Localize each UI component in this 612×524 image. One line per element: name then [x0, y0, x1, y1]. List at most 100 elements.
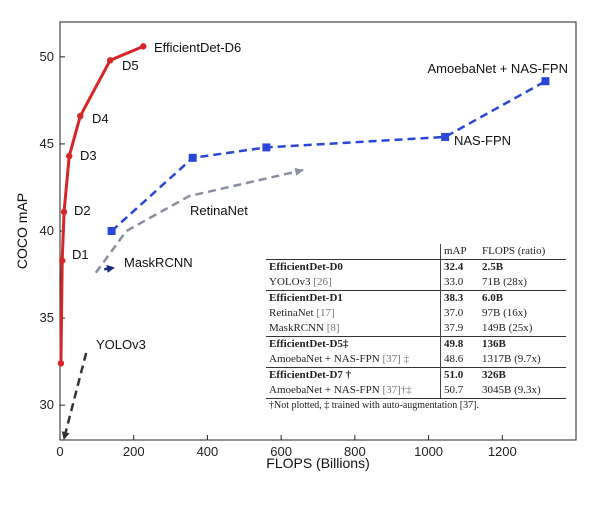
table-row: MaskRCNN [8] 37.9 149B (25x) — [266, 321, 566, 337]
table-footnote: †Not plotted, ‡ trained with auto-augmen… — [266, 398, 566, 412]
annotation-maskrcnn: MaskRCNN — [124, 255, 193, 270]
table-row: EfficientDet-D1 38.3 6.0B — [266, 290, 566, 306]
y-tick-label: 50 — [40, 49, 54, 64]
table-row: EfficientDet-D7 † 51.0 326B — [266, 367, 566, 383]
nas-fpn-point — [541, 77, 550, 86]
x-axis-label: FLOPS (Billions) — [266, 455, 369, 471]
efficientdet-point — [59, 257, 66, 264]
table-cell-model: EfficientDet-D5‡ — [266, 336, 441, 352]
table-cell-model: EfficientDet-D1 — [266, 290, 441, 306]
model-reference: [8] — [326, 322, 340, 334]
table-row: EfficientDet-D0 32.4 2.5B — [266, 259, 566, 275]
amoebanet-nas-fpn-line — [110, 80, 547, 232]
table-row: AmoebaNet + NAS-FPN [37] ‡ 48.6 1317B (9.7… — [266, 352, 566, 368]
table-cell-map: 48.6 — [444, 353, 464, 365]
efficientdet-point — [77, 112, 84, 120]
yolov3-arrowhead — [61, 431, 70, 440]
table-cell-model: RetinaNet [17] — [266, 306, 441, 321]
nas-fpn-point — [441, 132, 450, 141]
table-cell-map: 33.0 — [444, 276, 464, 288]
table-row: RetinaNet [17] 37.0 97B (16x) — [266, 306, 566, 321]
table-header-flops: FLOPS (ratio) — [479, 244, 566, 260]
model-reference: [37] ‡ — [382, 353, 410, 365]
nas-fpn-point — [262, 143, 271, 152]
table-cell-model: AmoebaNet + NAS-FPN [37]†‡ — [266, 383, 441, 398]
table-header-map: mAP — [440, 244, 479, 260]
x-tick-label: 200 — [123, 444, 145, 459]
retinanet-line — [94, 168, 304, 274]
model-name: EfficientDet-D5‡ — [269, 338, 349, 350]
table-row: YOLOv3 [26] 33.0 71B (28x) — [266, 275, 566, 291]
maskrcnn-arrowhead — [106, 264, 115, 273]
table-cell-map: 38.3 — [440, 290, 479, 306]
table-row: AmoebaNet + NAS-FPN [37]†‡ 50.7 3045B (9.3… — [266, 383, 566, 398]
x-tick-label: 600 — [270, 444, 292, 459]
table-cell-flops: 136B — [479, 336, 566, 352]
table-row: EfficientDet-D5‡ 49.8 136B — [266, 336, 566, 352]
annotation-efficientdet-d6: EfficientDet-D6 — [154, 40, 241, 55]
table-cell-flops: 1317B (9.7x) — [482, 353, 541, 365]
annotation-amoebanet-nas-fpn: AmoebaNet + NAS-FPN — [427, 61, 568, 76]
annotation-d5: D5 — [122, 58, 139, 73]
x-tick-label: 1200 — [488, 444, 517, 459]
table-cell-flops: 149B (25x) — [482, 322, 533, 334]
table-cell-model: AmoebaNet + NAS-FPN [37] ‡ — [266, 352, 441, 368]
efficientdet-point — [106, 57, 114, 64]
axis-ticks: 0 200 400 600 800 1000 1200 30 35 40 45 50 — [40, 49, 517, 459]
retinanet-arrowhead — [294, 167, 304, 176]
x-tick-label: 400 — [197, 444, 219, 459]
table-cell-flops: 326B — [479, 367, 566, 383]
table-cell-flops: 71B (28x) — [482, 276, 527, 288]
table-cell-map: 51.0 — [440, 367, 479, 383]
annotation-nas-fpn: NAS-FPN — [454, 133, 511, 148]
comparison-table: mAP FLOPS (ratio) EfficientDet-D0 32.4 2.5… — [266, 244, 566, 412]
y-axis-label: COCO mAP — [14, 193, 30, 269]
table-cell-model: MaskRCNN [8] — [266, 321, 441, 337]
model-reference: [26] — [313, 276, 332, 288]
table-cell-model: EfficientDet-D7 † — [266, 367, 441, 383]
nas-fpn-point — [107, 227, 116, 235]
table-cell-map: 32.4 — [440, 259, 479, 275]
model-name: RetinaNet — [269, 307, 314, 319]
x-tick-label: 1000 — [414, 444, 443, 459]
annotation-retinanet: RetinaNet — [190, 203, 248, 218]
table-header-model — [266, 244, 441, 260]
yolov3-line — [62, 352, 88, 441]
table-header-row: mAP FLOPS (ratio) — [266, 244, 566, 260]
annotation-d4: D4 — [92, 111, 109, 126]
y-tick-label: 40 — [40, 223, 54, 238]
table-cell-flops: 3045B (9.3x) — [482, 384, 541, 396]
model-name: EfficientDet-D0 — [269, 261, 343, 273]
model-name: YOLOv3 — [269, 276, 311, 288]
nas-fpn-point — [188, 153, 197, 162]
model-name: AmoebaNet + NAS-FPN — [269, 384, 380, 396]
series-layer — [57, 43, 550, 441]
efficientdet-point — [60, 208, 68, 216]
model-name: EfficientDet-D7 † — [269, 369, 352, 381]
table-cell-map: 37.9 — [444, 322, 464, 334]
table-cell-map: 37.0 — [444, 307, 464, 319]
table-cell-flops: 2.5B — [479, 259, 566, 275]
table-cell-map: 49.8 — [440, 336, 479, 352]
efficientdet-point — [57, 360, 65, 367]
annotations-layer: D1 D2 D3 D4 D5 EfficientDet-D6 NAS-FPN AmoebaNe… — [72, 40, 568, 352]
model-reference: [17] — [316, 307, 335, 319]
annotation-d2: D2 — [74, 203, 91, 218]
table-cell-flops: 97B (16x) — [482, 307, 527, 319]
table-cell-model: EfficientDet-D0 — [266, 259, 441, 275]
efficientdet-point — [66, 152, 73, 160]
table-cell-model: YOLOv3 [26] — [266, 275, 441, 291]
model-reference: [37]†‡ — [382, 384, 412, 396]
y-tick-label: 45 — [40, 136, 54, 151]
model-name: MaskRCNN — [269, 322, 325, 334]
x-tick-label: 800 — [344, 444, 366, 459]
annotation-d1: D1 — [72, 247, 89, 262]
y-tick-label: 30 — [40, 397, 54, 412]
y-tick-label: 35 — [40, 310, 54, 325]
table-cell-flops: 6.0B — [479, 290, 566, 306]
model-name: AmoebaNet + NAS-FPN — [269, 353, 380, 365]
annotation-yolov3: YOLOv3 — [96, 337, 146, 352]
model-name: EfficientDet-D1 — [269, 292, 343, 304]
annotation-d3: D3 — [80, 148, 97, 163]
